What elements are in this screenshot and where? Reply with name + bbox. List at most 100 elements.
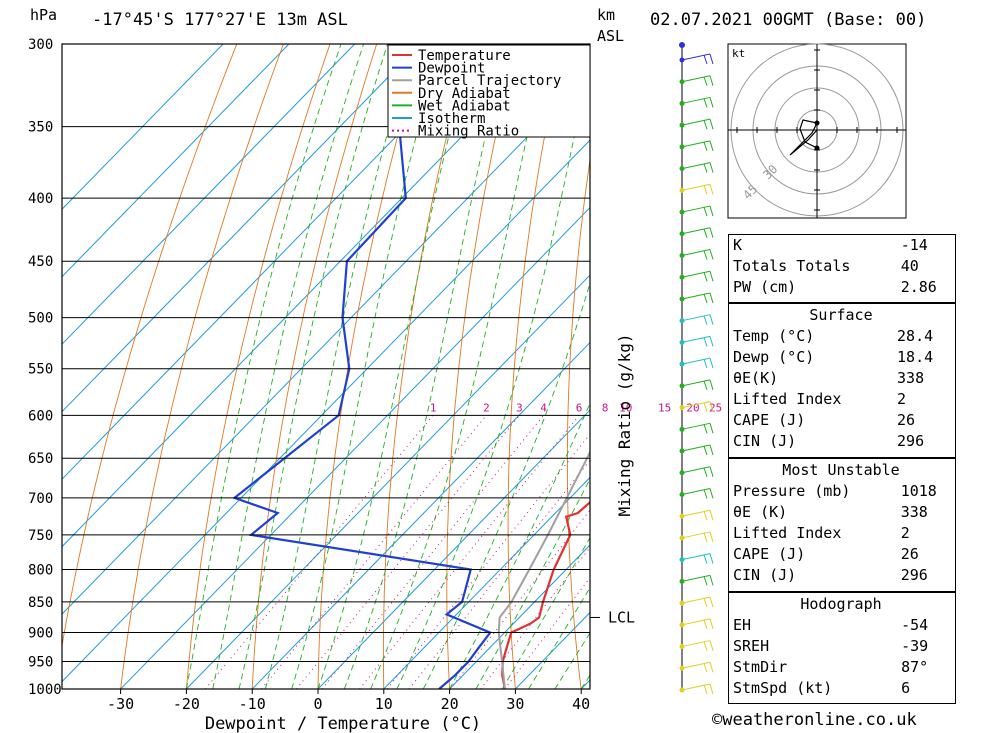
- valid-time: 02.07.2021 00GMT (Base: 00): [650, 10, 927, 30]
- mu-value: 2: [900, 524, 910, 542]
- most-unstable-box: [728, 458, 956, 592]
- wet-adiabat-line: [396, 61, 590, 689]
- mixing-ratio-label: 15: [658, 401, 671, 414]
- temperature-tick-label: -30: [107, 695, 134, 713]
- wind-barb: [679, 531, 714, 543]
- temperature-tick-label: 0: [313, 695, 322, 713]
- mu-value: 296: [900, 566, 928, 584]
- temperature-tick-label: -20: [173, 695, 200, 713]
- wind-profile-top-dot: [679, 42, 685, 48]
- hodograph-box: [728, 592, 956, 704]
- pressure-tick-label: 800: [28, 562, 53, 578]
- pressure-tick-label: 750: [28, 528, 53, 544]
- mixing-ratio-label: 8: [602, 401, 609, 414]
- surface-value: 338: [897, 369, 925, 387]
- index-row-k: K -14: [728, 235, 954, 256]
- mixing-ratio-label: 20: [686, 401, 699, 414]
- legend-label: Isotherm: [418, 111, 485, 127]
- hodo-value: -54: [901, 616, 929, 634]
- wind-barb: [679, 96, 714, 108]
- hodo-value: -39: [901, 637, 929, 655]
- indices-table: K -14 Totals Totals 40 PW (cm) 2.86: [728, 235, 954, 298]
- surface-title: Surface: [809, 306, 873, 324]
- isotherm-line: [62, 44, 421, 413]
- dry-adiabat-line: [62, 44, 238, 649]
- pressure-unit-label: hPa: [30, 6, 58, 24]
- wind-barb: [679, 683, 714, 695]
- surface-row: CAPE (J) 26: [728, 410, 954, 431]
- dry-adiabat-line: [317, 44, 424, 689]
- surface-label: Dewp (°C): [733, 348, 815, 366]
- pressure-tick-label: 700: [28, 491, 53, 507]
- index-row-totals: Totals Totals 40: [728, 256, 954, 277]
- hodo-value: 87°: [901, 658, 929, 676]
- dewpoint-profile: [232, 44, 492, 689]
- dry-adiabat-line: [566, 156, 590, 689]
- wind-barb: [679, 444, 714, 456]
- wind-barb: [679, 292, 714, 304]
- wind-barb: [679, 140, 714, 152]
- mu-row: θE (K) 338: [728, 502, 954, 523]
- wet-adiabat-line: [264, 44, 414, 689]
- isotherm-line: [62, 44, 290, 278]
- isotherm-line: [62, 44, 224, 210]
- mu-label: Lifted Index: [733, 524, 842, 542]
- surface-box: [728, 303, 956, 458]
- wind-barb: [679, 53, 714, 65]
- mixing-ratio-line: [386, 433, 590, 689]
- pressure-tick-label: 650: [28, 451, 53, 467]
- legend-box: [387, 44, 591, 138]
- wet-adiabat-line: [317, 44, 474, 689]
- index-label: PW (cm): [733, 278, 797, 296]
- legend-label: Temperature: [418, 48, 511, 64]
- dry-adiabat-line: [680, 44, 712, 689]
- wind-barb: [679, 162, 714, 173]
- mixing-ratio-label: 25: [709, 401, 722, 414]
- wind-barb: [679, 335, 714, 347]
- height-unit-asl: ASL: [597, 27, 625, 45]
- pressure-tick-label: 900: [28, 626, 53, 642]
- wind-barb: [679, 314, 714, 325]
- wet-adiabat-line: [291, 44, 442, 689]
- index-value: -14: [900, 236, 928, 254]
- legend-label: Mixing Ratio: [418, 124, 519, 140]
- pressure-tick-label: 950: [28, 655, 53, 671]
- mu-row: Lifted Index 2: [728, 523, 954, 544]
- hodo-label: StmSpd (kt): [733, 679, 833, 697]
- hodo-label: SREH: [733, 637, 770, 655]
- mixing-ratio-label: 2: [483, 401, 490, 414]
- mu-label: CAPE (J): [733, 545, 806, 563]
- pressure-tick-label: 850: [28, 595, 53, 611]
- isotherm-line: [120, 206, 590, 689]
- isotherm-line: [62, 139, 590, 683]
- dry-adiabat-line: [983, 44, 1000, 689]
- isotherm-line: [186, 274, 590, 689]
- isotherm-line: [251, 341, 590, 689]
- isotherm-line: [383, 476, 590, 689]
- parcel-trajectory: [497, 449, 590, 689]
- mu-value: 26: [900, 545, 919, 563]
- mu-row: CIN (J) 296: [728, 565, 954, 586]
- wind-barb: [679, 379, 714, 391]
- mu-value: 338: [900, 503, 928, 521]
- credit-link[interactable]: ©weatheronline.co.uk: [712, 710, 917, 730]
- temperature-tick-label: 20: [441, 695, 459, 713]
- isotherm-line: [449, 544, 590, 689]
- mixing-ratio-label: 3: [516, 401, 523, 414]
- location-title: -17°45'S 177°27'E 13m ASL: [92, 10, 348, 30]
- wind-barb: [679, 574, 714, 586]
- pressure-tick-label: 550: [28, 362, 53, 378]
- hodo-row: EH -54: [728, 615, 954, 636]
- temperature-profile: [501, 500, 590, 689]
- index-label: Totals Totals: [733, 257, 851, 275]
- index-value: 2.86: [900, 278, 937, 296]
- hodograph-title: Hodograph: [800, 595, 882, 613]
- hodo-label: EH: [733, 616, 752, 634]
- temperature-tick-label: 10: [375, 695, 393, 713]
- wind-barb: [679, 596, 714, 608]
- wind-barb: [679, 357, 714, 369]
- hodo-row: SREH -39: [728, 636, 954, 657]
- pressure-tick-label: 600: [28, 408, 53, 424]
